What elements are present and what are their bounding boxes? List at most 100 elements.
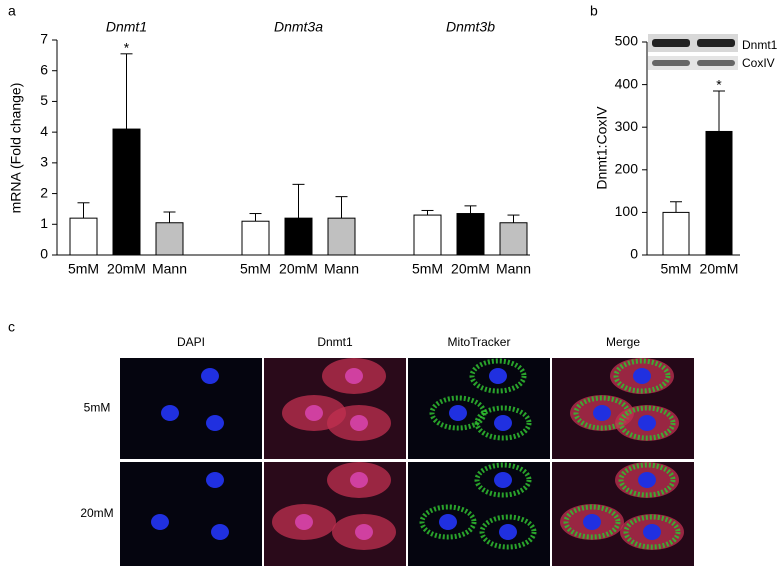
y-tick-label: 400 <box>615 75 639 91</box>
nucleus <box>161 405 179 421</box>
nucleus <box>206 415 224 431</box>
micrograph <box>552 358 694 459</box>
blot-label: CoxIV <box>742 56 775 70</box>
bar <box>155 222 184 256</box>
mitochondria <box>613 358 671 394</box>
bar <box>112 128 141 256</box>
annotation: * <box>716 77 722 93</box>
group-title: Dnmt3b <box>446 19 495 35</box>
nucleus <box>489 368 507 384</box>
x-tick-label: 20mM <box>451 261 490 277</box>
x-tick-label: 20mM <box>107 261 146 277</box>
nucleus <box>643 524 661 540</box>
x-tick-label: 20mM <box>700 261 739 277</box>
mitochondria <box>474 462 532 498</box>
annotation: * <box>124 40 130 56</box>
nucleus <box>350 415 368 431</box>
x-tick-label: 5mM <box>240 261 271 277</box>
bar <box>69 217 98 256</box>
row-label: 5mM <box>84 401 111 415</box>
y-tick-label: 2 <box>40 184 48 200</box>
y-tick-label: 0 <box>40 246 48 262</box>
nucleus <box>583 514 601 530</box>
y-axis-label: Dnmt1:CoxIV <box>594 106 610 190</box>
y-tick-label: 6 <box>40 61 48 77</box>
micrograph <box>120 462 262 566</box>
y-tick-label: 7 <box>40 31 48 47</box>
nucleus <box>633 368 651 384</box>
nucleus <box>638 472 656 488</box>
x-tick-label: 5mM <box>660 261 691 277</box>
column-header: DAPI <box>177 335 205 349</box>
bar <box>241 220 270 256</box>
nucleus <box>593 405 611 421</box>
blot <box>648 34 738 70</box>
bar <box>705 130 733 256</box>
mitochondria <box>563 504 621 540</box>
mitochondria <box>618 462 676 498</box>
blot-label: Dnmt1 <box>742 38 778 52</box>
nucleus <box>345 368 363 384</box>
y-tick-label: 0 <box>630 246 638 262</box>
nucleus <box>206 472 224 488</box>
y-tick-label: 100 <box>615 203 639 219</box>
nucleus <box>355 524 373 540</box>
nucleus <box>211 524 229 540</box>
y-tick-label: 300 <box>615 118 639 134</box>
group-title: Dnmt1 <box>106 19 147 35</box>
nucleus <box>499 524 517 540</box>
nucleus <box>439 514 457 530</box>
bar <box>284 217 313 256</box>
micrograph <box>264 358 406 459</box>
mitochondria <box>469 358 527 394</box>
nucleus <box>449 405 467 421</box>
nucleus <box>295 514 313 530</box>
panel-label: b <box>590 3 598 19</box>
panel-label: c <box>8 319 15 335</box>
mitochondria <box>623 514 681 550</box>
mitochondria <box>474 405 532 441</box>
mitochondria <box>479 514 537 550</box>
mitochondria <box>618 405 676 441</box>
column-header: Dnmt1 <box>317 335 353 349</box>
bar <box>327 217 356 256</box>
bar <box>413 214 442 256</box>
panel-label: a <box>8 3 16 19</box>
y-tick-label: 1 <box>40 215 48 231</box>
nucleus <box>494 472 512 488</box>
micrograph <box>552 462 694 566</box>
mitochondria <box>419 504 477 540</box>
micrograph <box>120 358 262 459</box>
y-tick-label: 5 <box>40 92 48 108</box>
nucleus <box>494 415 512 431</box>
row-label: 20mM <box>80 506 113 520</box>
nucleus <box>305 405 323 421</box>
bar <box>456 213 485 256</box>
nucleus <box>151 514 169 530</box>
y-axis-label: mRNA (Fold change) <box>8 83 24 214</box>
micrograph <box>264 462 406 566</box>
group-title: Dnmt3a <box>274 19 323 35</box>
micrograph-bg <box>120 462 262 566</box>
x-tick-label: Mann <box>496 261 531 277</box>
y-tick-label: 3 <box>40 154 48 170</box>
y-tick-label: 500 <box>615 33 639 49</box>
x-tick-label: 20mM <box>279 261 318 277</box>
bar <box>662 211 690 256</box>
micrograph-bg <box>408 358 550 459</box>
micrograph-bg <box>408 462 550 566</box>
column-header: MitoTracker <box>448 335 511 349</box>
nucleus <box>638 415 656 431</box>
column-header: Merge <box>606 335 640 349</box>
nucleus <box>350 472 368 488</box>
micrograph <box>408 462 550 566</box>
micrograph <box>408 358 550 459</box>
nucleus <box>201 368 219 384</box>
bar <box>499 222 528 256</box>
micrograph-bg <box>120 358 262 459</box>
x-tick-label: Mann <box>324 261 359 277</box>
x-tick-label: Mann <box>152 261 187 277</box>
y-tick-label: 200 <box>615 161 639 177</box>
x-tick-label: 5mM <box>68 261 99 277</box>
